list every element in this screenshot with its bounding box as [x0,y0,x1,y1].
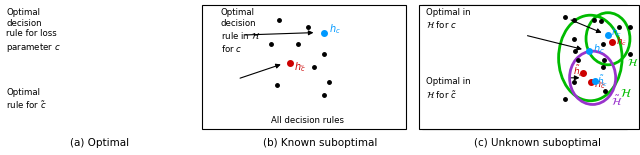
FancyBboxPatch shape [202,5,406,129]
Text: $\mathcal{H}$: $\mathcal{H}$ [620,86,632,100]
Text: $h_c$: $h_c$ [611,27,623,39]
Text: $h_{\tilde{c}}$: $h_{\tilde{c}}$ [594,77,606,91]
Text: All decision rules: All decision rules [271,116,344,125]
Text: $h_c$: $h_c$ [593,42,605,56]
Text: $h_{\tilde{c}}$: $h_{\tilde{c}}$ [616,36,627,48]
Text: Optimal in
$\mathcal{H}$ for $c$: Optimal in $\mathcal{H}$ for $c$ [426,8,470,30]
Text: $\tilde{\mathcal{H}}$: $\tilde{\mathcal{H}}$ [611,94,623,108]
Text: Optimal
decision
rule for loss
parameter $c$: Optimal decision rule for loss parameter… [6,8,61,53]
Text: $\mathcal{H}$: $\mathcal{H}$ [627,57,638,68]
Text: $h_c$: $h_c$ [328,22,340,36]
Text: (b) Known suboptimal: (b) Known suboptimal [263,138,377,148]
Text: $\tilde{h}_{\tilde{c}}$: $\tilde{h}_{\tilde{c}}$ [573,64,584,79]
Text: (a) Optimal: (a) Optimal [70,138,129,148]
Text: Optimal in
$\mathcal{H}$ for $\tilde{c}$: Optimal in $\mathcal{H}$ for $\tilde{c}$ [426,78,470,101]
FancyBboxPatch shape [419,5,639,129]
FancyBboxPatch shape [422,5,627,129]
Text: $h_{\tilde{c}}$: $h_{\tilde{c}}$ [294,60,305,74]
Text: $\tilde{h}_c$: $\tilde{h}_c$ [598,74,609,89]
Text: (c) Unknown suboptimal: (c) Unknown suboptimal [474,138,601,148]
Text: Optimal
decision
rule in $\mathcal{H}$
for $c$: Optimal decision rule in $\mathcal{H}$ f… [221,8,260,54]
Text: Optimal
rule for $\tilde{c}$: Optimal rule for $\tilde{c}$ [6,88,47,111]
